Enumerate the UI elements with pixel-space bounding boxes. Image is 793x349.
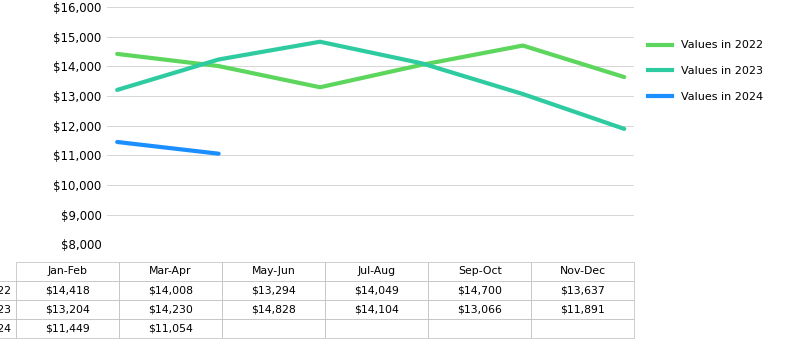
Legend: Values in 2022, Values in 2023, Values in 2024: Values in 2022, Values in 2023, Values i…	[648, 40, 764, 102]
